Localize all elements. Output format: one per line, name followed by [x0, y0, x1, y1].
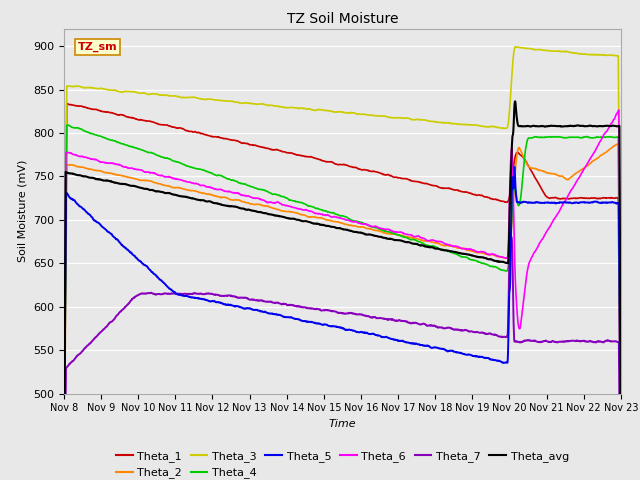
X-axis label: Time: Time	[328, 419, 356, 429]
Y-axis label: Soil Moisture (mV): Soil Moisture (mV)	[17, 160, 28, 263]
Legend: Theta_1, Theta_2, Theta_3, Theta_4, Theta_5, Theta_6, Theta_7, Theta_avg: Theta_1, Theta_2, Theta_3, Theta_4, Thet…	[111, 446, 573, 480]
Title: TZ Soil Moisture: TZ Soil Moisture	[287, 12, 398, 26]
Text: TZ_sm: TZ_sm	[78, 42, 118, 52]
